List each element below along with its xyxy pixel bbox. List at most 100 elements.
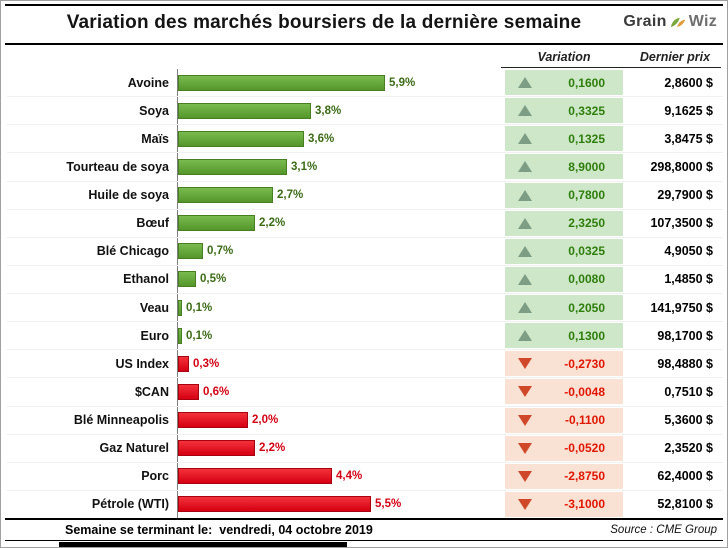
variation-value: 0,2050: [568, 300, 605, 315]
rows: Avoine 5,9% 0,1600 2,8600 $ Soya 3,8% 0,…: [7, 69, 723, 518]
bar-value-label: 2,2%: [259, 442, 286, 455]
table-row: Veau 0,1% 0,2050 141,9750 $: [7, 294, 723, 323]
bar-value-label: 3,1%: [291, 160, 318, 173]
price-value: 298,8000 $: [650, 159, 713, 174]
bar: [178, 102, 311, 119]
price-value: 9,1625 $: [664, 103, 713, 118]
top-rule: [5, 4, 723, 6]
variation-cell: 0,1325: [505, 126, 623, 152]
variation-value: 8,9000: [568, 159, 605, 174]
header-underline-rule: [501, 67, 721, 68]
bar: [178, 158, 287, 175]
bar: [178, 187, 273, 204]
logo-text-grain: Grain: [623, 13, 667, 30]
bar: [178, 215, 255, 232]
bar: [178, 130, 304, 147]
category-label: Euro: [140, 328, 169, 343]
bar-zone: 2,2%: [177, 209, 505, 237]
bar: [178, 440, 255, 457]
week-ending-date: vendredi, 04 octobre 2019: [219, 523, 373, 537]
price-value: 62,4000 $: [657, 469, 713, 484]
category-label: Maïs: [141, 131, 169, 146]
bar: [178, 383, 199, 400]
triangle-down-icon: [518, 386, 532, 398]
bar-value-label: 0,6%: [203, 385, 230, 398]
table-row: Ethanol 0,5% 0,0080 1,4850 $: [7, 265, 723, 294]
bar-zone: 5,5%: [177, 490, 505, 518]
category-label: Veau: [139, 300, 169, 315]
triangle-up-icon: [518, 77, 532, 89]
column-header-price: Dernier prix: [639, 50, 711, 64]
table-row: Pétrole (WTI) 5,5% -3,1000 52,8100 $: [7, 490, 723, 518]
category-label: Porc: [141, 469, 169, 484]
variation-value: 0,3325: [568, 103, 605, 118]
week-ending-text: Semaine se terminant le: vendredi, 04 oct…: [65, 523, 373, 537]
bar-zone: 0,1%: [177, 294, 505, 322]
week-ending-label: Semaine se terminant le:: [65, 523, 213, 537]
triangle-down-icon: [518, 358, 532, 370]
source-text: Source : CME Group: [610, 524, 717, 536]
table-row: Gaz Naturel 2,2% -0,0520 2,3520 $: [7, 434, 723, 463]
variation-cell: 0,1300: [505, 323, 623, 349]
category-label: Gaz Naturel: [99, 441, 169, 456]
bar: [178, 243, 203, 260]
category-label: Huile de soya: [88, 188, 169, 203]
bar-zone: 0,1%: [177, 322, 505, 350]
category-label: Blé Chicago: [96, 244, 169, 259]
variation-cell: 0,0080: [505, 266, 623, 292]
category-label: Tourteau de soya: [66, 159, 169, 174]
column-header-variation: Variation: [537, 50, 591, 64]
variation-cell: -0,0048: [505, 379, 623, 405]
triangle-up-icon: [518, 330, 532, 342]
category-label: Blé Minneapolis: [73, 413, 169, 428]
variation-value: -0,2730: [564, 356, 605, 371]
bottom-accent-bar: [59, 542, 347, 547]
variation-cell: 0,1600: [505, 70, 623, 96]
grainwiz-logo: Grain Wiz: [623, 13, 717, 31]
bar-value-label: 0,1%: [186, 329, 213, 342]
table-row: Tourteau de soya 3,1% 8,9000 298,8000 $: [7, 153, 723, 182]
bar: [178, 496, 371, 513]
bar-zone: 0,3%: [177, 350, 505, 378]
triangle-down-icon: [518, 442, 532, 454]
bar: [178, 74, 385, 91]
bar-zone: 0,5%: [177, 265, 505, 293]
triangle-down-icon: [518, 414, 532, 426]
table-row: $CAN 0,6% -0,0048 0,7510 $: [7, 378, 723, 407]
table-row: Maïs 3,6% 0,1325 3,8475 $: [7, 125, 723, 154]
price-value: 52,8100 $: [657, 497, 713, 512]
variation-cell: -0,1100: [505, 407, 623, 433]
variation-cell: -3,1000: [505, 491, 623, 517]
triangle-up-icon: [518, 302, 532, 314]
variation-value: -0,1100: [564, 413, 605, 428]
price-value: 1,4850 $: [664, 272, 713, 287]
variation-cell: 0,2050: [505, 295, 623, 321]
triangle-up-icon: [518, 105, 532, 117]
bar-value-label: 0,5%: [200, 273, 227, 286]
price-value: 29,7900 $: [657, 188, 713, 203]
variation-cell: -0,2730: [505, 351, 623, 377]
bar-value-label: 3,8%: [315, 104, 342, 117]
variation-cell: 2,3250: [505, 210, 623, 236]
bar-zone: 2,2%: [177, 434, 505, 462]
bar-value-label: 0,1%: [186, 301, 213, 314]
bar-zone: 3,8%: [177, 97, 505, 125]
price-value: 2,8600 $: [664, 75, 713, 90]
bar: [178, 271, 196, 288]
table-row: Blé Chicago 0,7% 0,0325 4,9050 $: [7, 237, 723, 266]
category-label: Ethanol: [123, 272, 169, 287]
price-value: 98,1700 $: [657, 328, 713, 343]
variation-value: 0,1300: [568, 328, 605, 343]
bar: [178, 327, 182, 344]
bar-zone: 0,7%: [177, 237, 505, 265]
table-row: Bœuf 2,2% 2,3250 107,3500 $: [7, 209, 723, 238]
bar: [178, 355, 189, 372]
title-underline-rule: [5, 43, 723, 45]
variation-value: -2,8750: [564, 469, 605, 484]
category-label: Pétrole (WTI): [91, 497, 169, 512]
table-row: Huile de soya 2,7% 0,7800 29,7900 $: [7, 181, 723, 210]
price-value: 141,9750 $: [650, 300, 713, 315]
bar-value-label: 4,4%: [336, 470, 363, 483]
variation-value: 2,3250: [568, 216, 605, 231]
